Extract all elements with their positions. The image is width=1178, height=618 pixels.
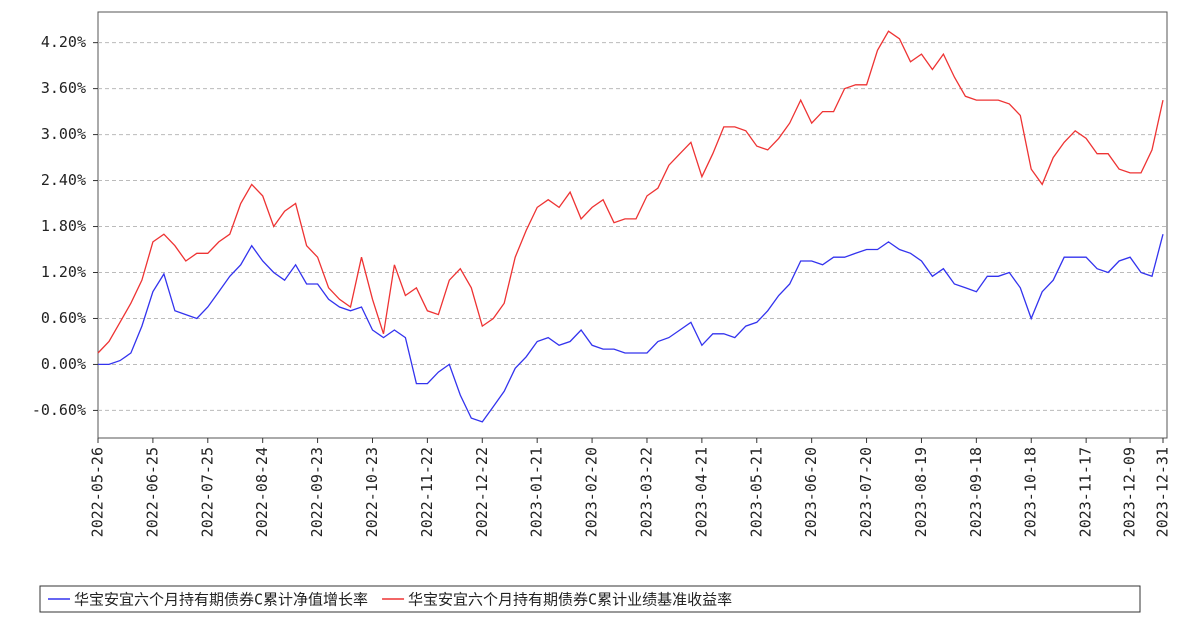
x-tick-label: 2023-06-20: [802, 447, 820, 537]
y-tick-label: 4.20%: [41, 33, 86, 51]
x-tick-label: 2022-08-24: [253, 447, 271, 537]
y-tick-label: 2.40%: [41, 171, 86, 189]
x-tick-label: 2022-07-25: [198, 447, 216, 537]
y-tick-label: 1.80%: [41, 217, 86, 235]
y-tick-label: 3.60%: [41, 79, 86, 97]
x-tick-label: 2022-06-25: [143, 447, 161, 537]
legend-box: [39, 585, 1141, 613]
x-tick-label: 2023-02-20: [583, 447, 601, 537]
legend-label: 华宝安宜六个月持有期债券C累计净值增长率: [74, 591, 368, 609]
y-tick-label: 1.20%: [41, 263, 86, 281]
series-line: [97, 30, 1164, 354]
series-line: [98, 234, 1164, 423]
x-tick-label: 2023-10-18: [1022, 447, 1040, 537]
x-tick-label: 2022-11-22: [418, 447, 436, 537]
x-tick-label: 2022-09-23: [308, 447, 326, 537]
legend-label: 华宝安宜六个月持有期债券C累计业绩基准收益率: [408, 591, 732, 609]
y-tick-label: 0.00%: [41, 355, 86, 373]
x-tick-label: 2022-12-22: [473, 447, 491, 537]
x-tick-label: 2023-04-21: [692, 447, 710, 537]
x-tick-label: 2023-03-22: [637, 447, 655, 537]
y-tick-label: 0.60%: [41, 309, 86, 327]
y-tick-label: 3.00%: [41, 125, 86, 143]
x-tick-label: 2023-11-17: [1077, 447, 1095, 537]
x-tick-label: 2023-09-18: [967, 447, 985, 537]
x-tick-label: 2023-07-20: [857, 447, 875, 537]
x-tick-label: 2023-08-19: [912, 447, 930, 537]
plot-frame: [97, 11, 1168, 439]
x-tick-label: 2023-01-21: [528, 447, 546, 537]
x-tick-label: 2023-05-21: [747, 447, 765, 537]
y-tick-label: -0.60%: [32, 401, 86, 419]
x-tick-label: 2023-12-09: [1121, 447, 1139, 537]
x-tick-label: 2022-05-26: [89, 447, 107, 537]
x-tick-label: 2022-10-23: [363, 447, 381, 537]
x-tick-label: 2023-12-31: [1154, 447, 1172, 537]
